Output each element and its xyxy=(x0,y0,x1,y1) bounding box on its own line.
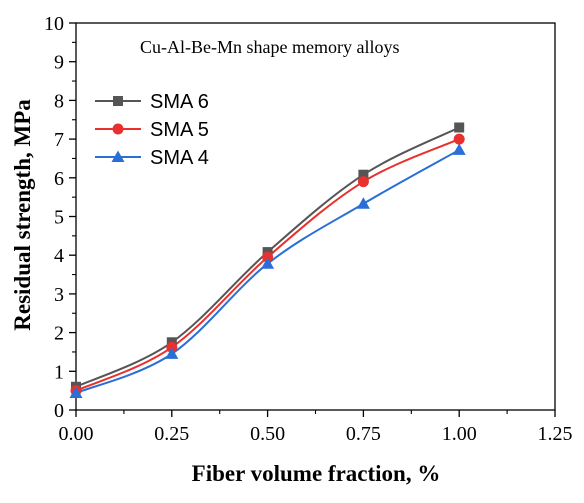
y-tick-label: 0 xyxy=(54,400,64,422)
y-tick-label: 4 xyxy=(54,245,64,267)
x-tick-label: 0.75 xyxy=(346,423,381,445)
legend-marker xyxy=(111,150,125,162)
data-point xyxy=(261,257,275,269)
data-point xyxy=(357,176,369,188)
y-tick-label: 1 xyxy=(54,361,64,383)
data-point xyxy=(166,341,178,353)
y-tick-label: 6 xyxy=(54,168,64,190)
y-tick-label: 9 xyxy=(54,52,64,74)
y-tick-label: 7 xyxy=(54,129,64,151)
legend-label: SMA 6 xyxy=(150,91,209,113)
series-line xyxy=(75,149,460,394)
data-point xyxy=(165,347,179,359)
data-point xyxy=(69,386,83,398)
data-point xyxy=(356,197,370,209)
legend-marker xyxy=(112,123,124,135)
series-markers xyxy=(69,122,466,398)
x-tick-label: 0.00 xyxy=(59,423,94,445)
data-point xyxy=(453,133,465,145)
legend-marker xyxy=(113,96,123,106)
y-tick-label: 3 xyxy=(54,284,64,306)
data-point xyxy=(452,143,466,155)
legend: SMA 6 SMA 5 SMA 4 xyxy=(95,91,209,169)
data-point xyxy=(262,251,274,263)
axes: 0.00 0.25 0.50 0.75 1.00 1.25 0 1 2 3 4 5 6 7 8 9 10 xyxy=(44,13,573,445)
legend-label: SMA 5 xyxy=(150,119,209,141)
y-tick-label: 5 xyxy=(54,207,64,229)
x-tick-label: 0.50 xyxy=(250,423,285,445)
y-axis-title: Residual strength, MPa xyxy=(10,99,35,331)
y-tick-label: 2 xyxy=(54,323,64,345)
legend-label: SMA 4 xyxy=(150,147,209,169)
x-tick-label: 0.25 xyxy=(154,423,189,445)
data-point xyxy=(454,122,465,133)
y-tick-label: 8 xyxy=(54,90,64,112)
chart-annotation: Cu-Al-Be-Mn shape memory alloys xyxy=(140,37,399,57)
y-tick-label: 10 xyxy=(44,13,64,35)
data-point xyxy=(358,169,369,180)
x-axis-title: Fiber volume fraction, % xyxy=(192,461,441,486)
x-tick-label: 1.00 xyxy=(442,423,477,445)
x-tick-label: 1.25 xyxy=(538,423,573,445)
